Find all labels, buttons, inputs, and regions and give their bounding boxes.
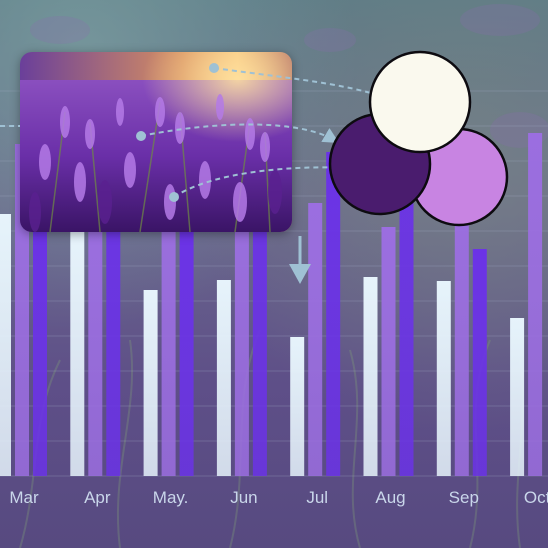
bar-sep-series3 bbox=[472, 249, 487, 476]
bar-mar-series3 bbox=[33, 208, 47, 476]
x-tick-label: Oct bbox=[524, 488, 548, 507]
bar-aug-series1 bbox=[363, 277, 378, 476]
x-tick-label: Sep bbox=[449, 488, 479, 507]
x-tick-label: Jun bbox=[230, 488, 257, 507]
bar-may-series2 bbox=[161, 158, 176, 476]
bar-sep-series2 bbox=[454, 172, 469, 476]
bar-apr-series1 bbox=[70, 231, 85, 476]
bar-aug-series2 bbox=[381, 227, 396, 476]
bar-may-series3 bbox=[179, 232, 194, 476]
x-tick-label: Apr bbox=[84, 488, 111, 507]
bar-sep-series1 bbox=[436, 281, 451, 476]
bar-jul-series2 bbox=[308, 203, 323, 476]
bar-mar-series1 bbox=[0, 214, 11, 476]
bar-jul-series1 bbox=[290, 337, 305, 476]
bar-jul-series3 bbox=[326, 152, 341, 476]
bar-oct-series1 bbox=[510, 318, 525, 476]
bar-aug-series3 bbox=[399, 72, 414, 476]
x-tick-labels: Mar Apr May. Jun Jul Aug Sep Oct bbox=[9, 488, 548, 507]
x-tick-label: Aug bbox=[375, 488, 405, 507]
bar-apr-series2 bbox=[88, 202, 103, 476]
x-tick-label: Mar bbox=[9, 488, 39, 507]
lavender-photo-card bbox=[20, 52, 292, 232]
x-tick-label: Jul bbox=[306, 488, 328, 507]
bar-may-series1 bbox=[143, 290, 158, 476]
bar-oct-series2 bbox=[528, 133, 543, 476]
x-tick-label: May. bbox=[153, 488, 189, 507]
bar-jun-series1 bbox=[216, 280, 231, 476]
